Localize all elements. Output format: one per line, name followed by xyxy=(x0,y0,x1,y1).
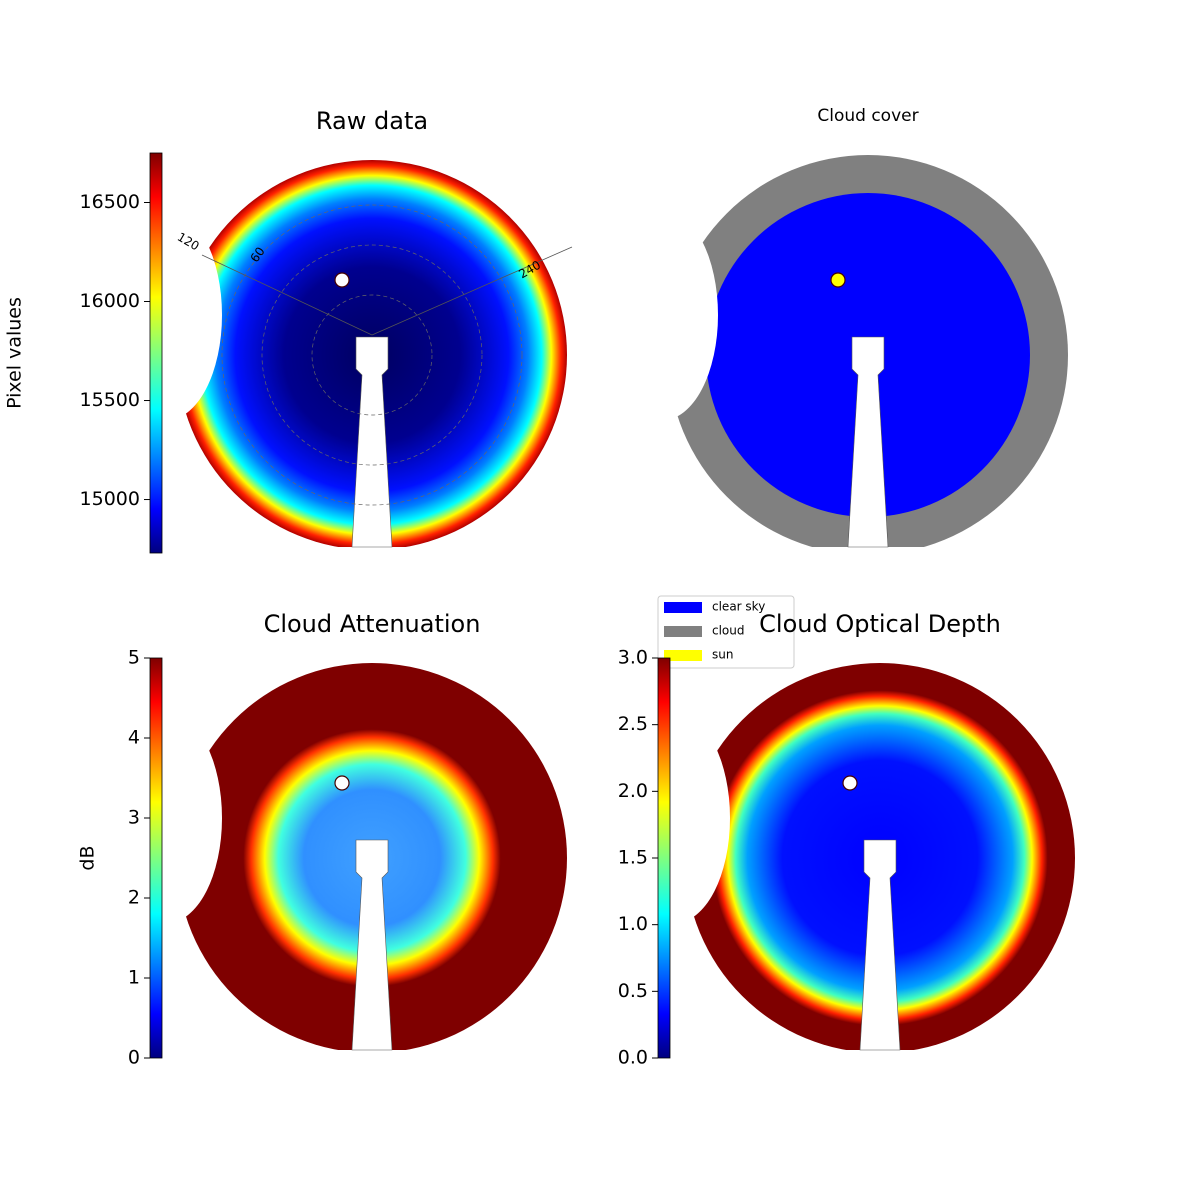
colorbar-tick-label: 3.0 xyxy=(618,647,648,669)
panel-title: Cloud Optical Depth xyxy=(759,610,1001,638)
colorbar-tick-label: 1 xyxy=(128,967,140,989)
colorbar-label: dB xyxy=(77,845,99,870)
legend-label: sun xyxy=(712,648,733,662)
sun xyxy=(334,272,350,288)
bottom-mask xyxy=(648,547,1088,567)
bottom-mask xyxy=(152,1050,592,1070)
colorbar-tick-label: 1.5 xyxy=(618,847,648,869)
polar-spoke xyxy=(201,254,373,336)
horizon-mask xyxy=(608,210,718,420)
sky-image xyxy=(620,663,1100,1070)
colorbar xyxy=(149,657,163,1059)
panel-title: Cloud Attenuation xyxy=(264,610,481,638)
colorbar xyxy=(149,152,163,554)
colorbar-tick-label: 2.0 xyxy=(618,780,648,802)
colorbar-tick-label: 16500 xyxy=(80,191,140,213)
colorbar-tick-label: 2.5 xyxy=(618,713,648,735)
sky-image xyxy=(608,155,1088,567)
legend-swatch xyxy=(664,650,702,661)
colorbar xyxy=(657,657,671,1059)
legend-swatch xyxy=(664,626,702,637)
colorbar-tick-label: 16000 xyxy=(80,290,140,312)
legend: clear sky cloud sun xyxy=(657,595,795,669)
colorbar-tick-label: 5 xyxy=(128,647,140,669)
sun xyxy=(842,775,858,791)
horizon-mask xyxy=(620,713,730,923)
polar-spoke xyxy=(371,246,573,336)
colorbar-tick-label: 0.0 xyxy=(618,1047,648,1069)
panel-title: Cloud cover xyxy=(817,106,918,126)
colorbar-tick-label: 3 xyxy=(128,807,140,829)
sun xyxy=(830,272,846,288)
mast-mask xyxy=(859,839,901,1051)
colorbar-tick-label: 2 xyxy=(128,887,140,909)
horizon-mask xyxy=(112,713,222,923)
sun xyxy=(334,775,350,791)
colorbar-tick-label: 15000 xyxy=(80,488,140,510)
bottom-mask xyxy=(152,547,592,567)
colorbar-tick-label: 0.5 xyxy=(618,980,648,1002)
mast-mask xyxy=(847,336,889,548)
polar-grid xyxy=(311,294,433,416)
sky-image xyxy=(112,663,592,1070)
mast-mask xyxy=(351,336,393,548)
mast-mask xyxy=(351,839,393,1051)
colorbar-label: Pixel values xyxy=(4,297,26,409)
legend-label: cloud xyxy=(712,624,745,638)
colorbar-tick-label: 0 xyxy=(128,1047,140,1069)
bottom-mask xyxy=(660,1050,1100,1070)
colorbar-tick-label: 1.0 xyxy=(618,913,648,935)
legend-swatch xyxy=(664,602,702,613)
polar-grid xyxy=(261,244,483,466)
colorbar-tick-label: 4 xyxy=(128,727,140,749)
colorbar-tick-label: 15500 xyxy=(80,389,140,411)
horizon-mask xyxy=(112,210,222,420)
panel-title: Raw data xyxy=(316,107,428,135)
legend-label: clear sky xyxy=(712,600,765,614)
polar-grid xyxy=(221,204,523,506)
